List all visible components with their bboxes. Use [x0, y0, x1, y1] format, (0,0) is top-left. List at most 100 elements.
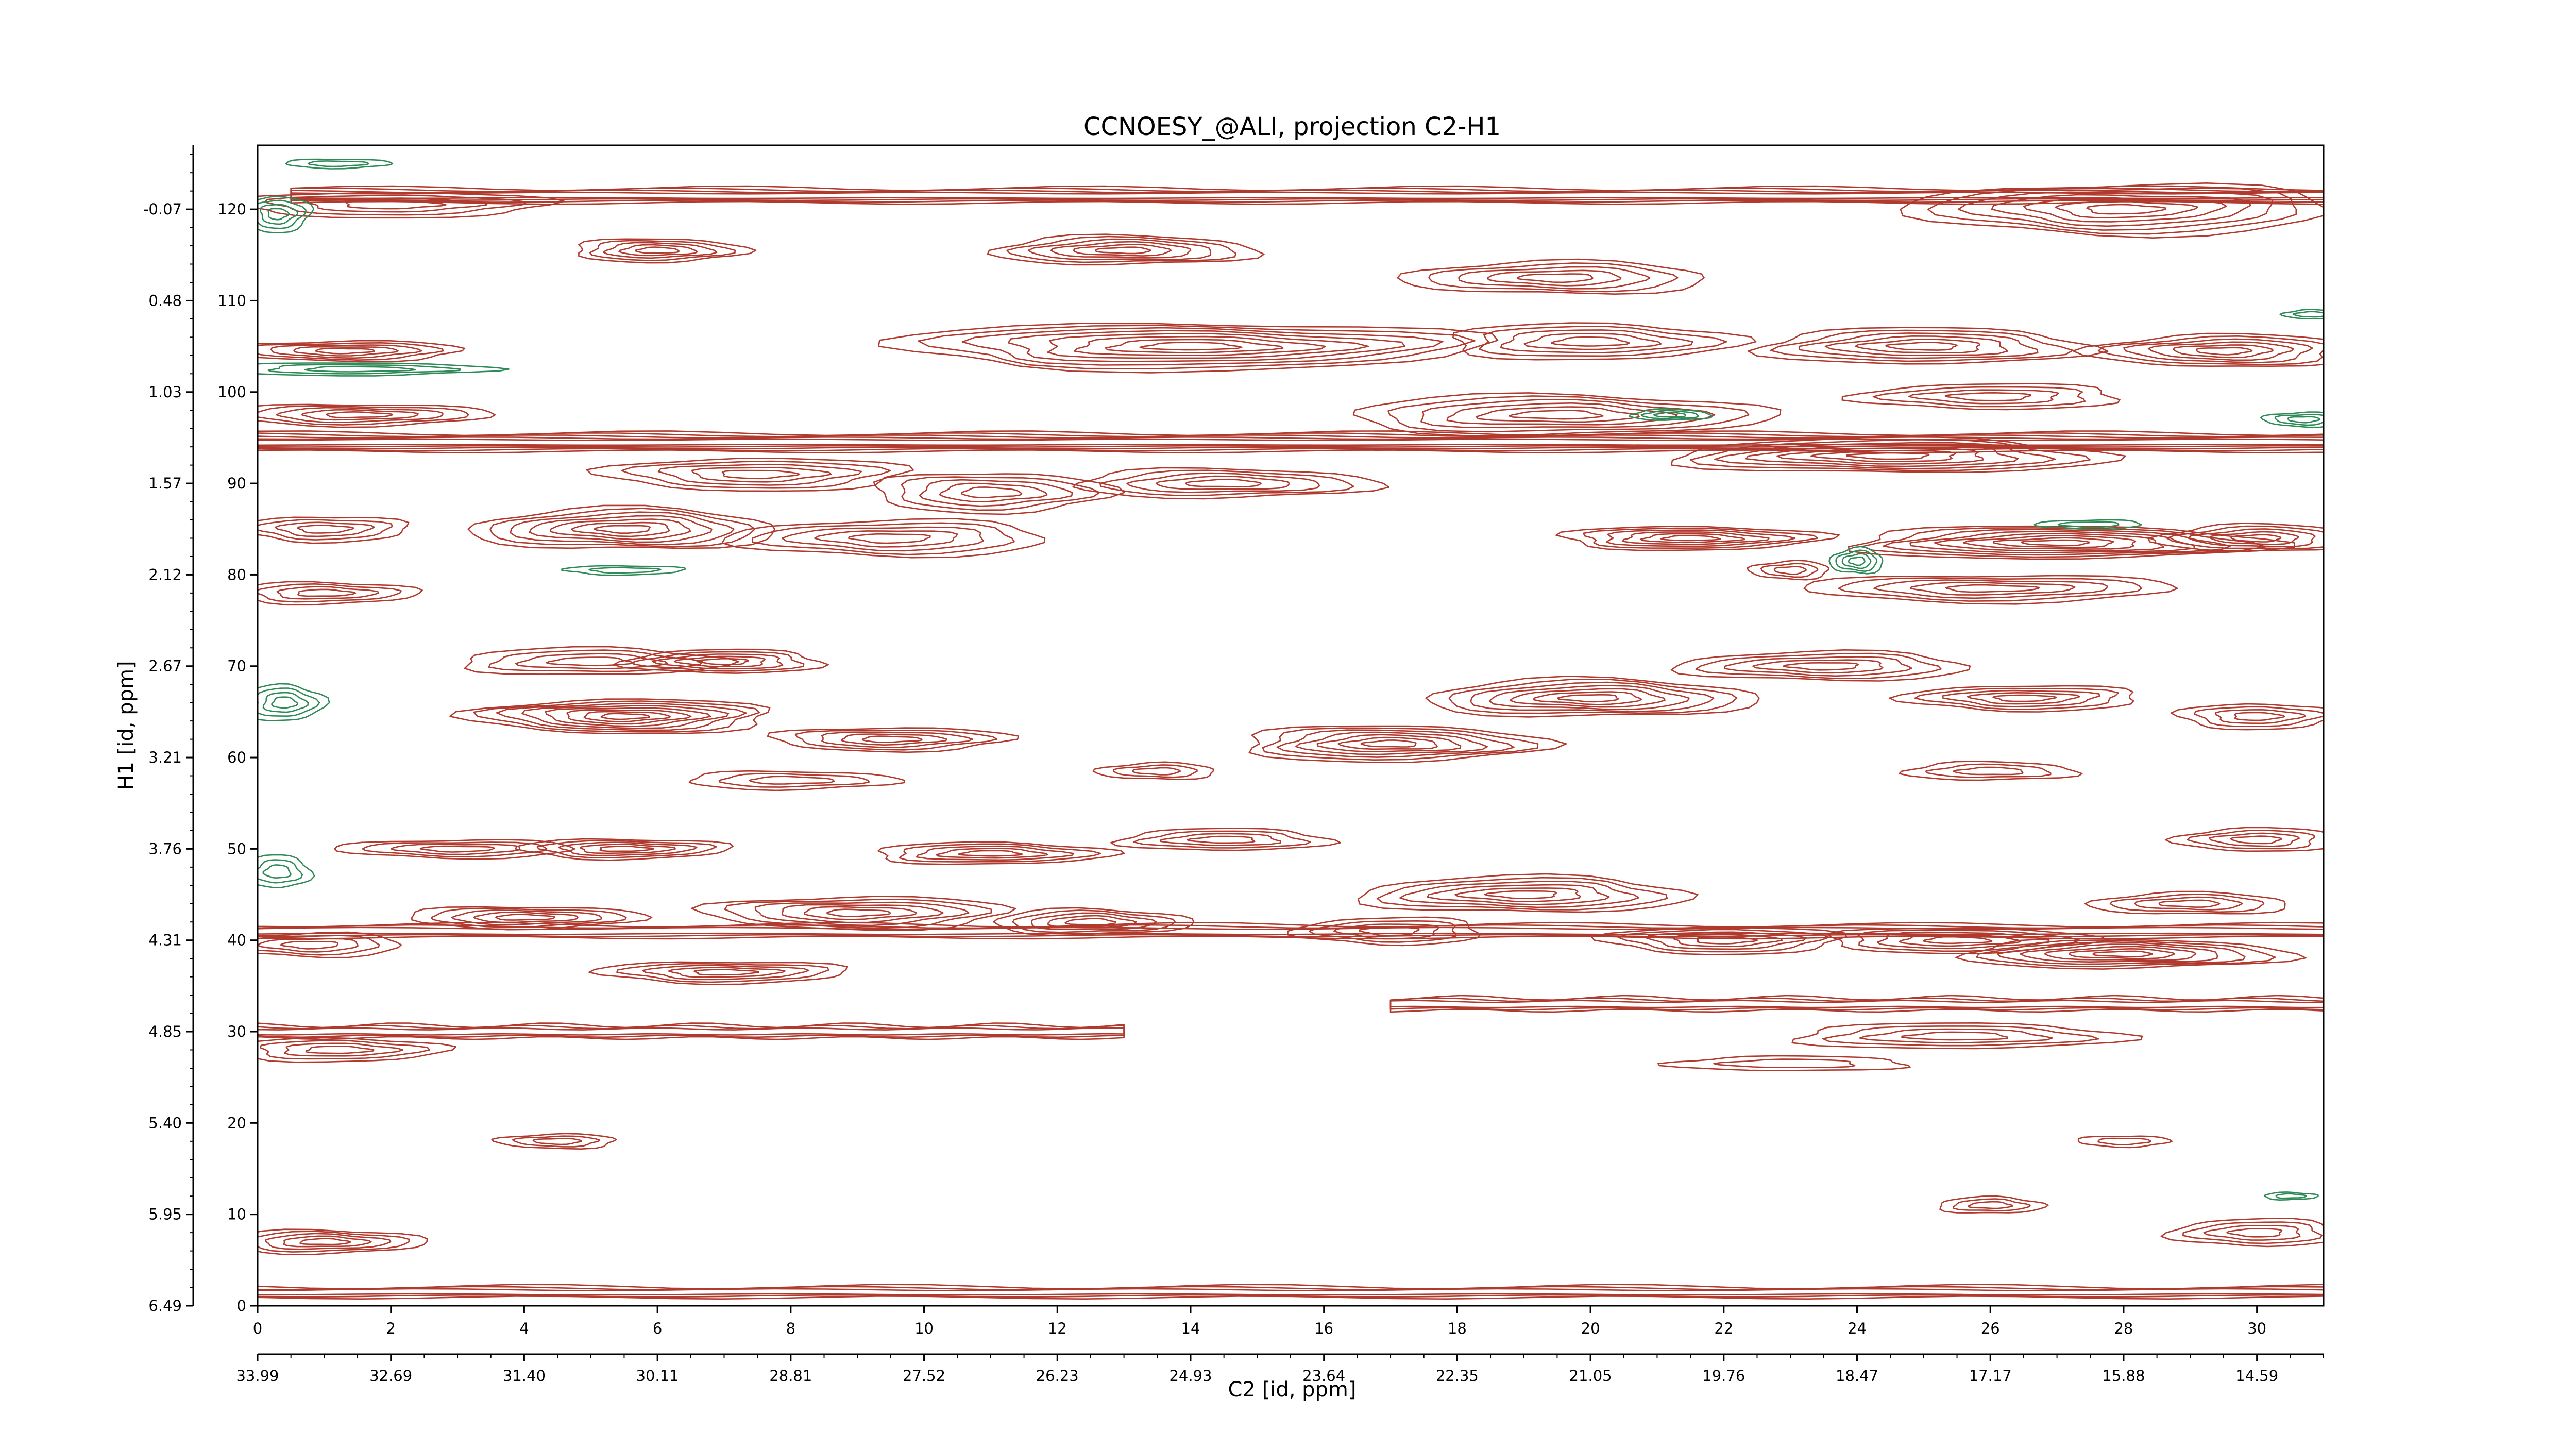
negative-peak-ring: [2279, 309, 2324, 319]
positive-peak-19: [258, 516, 410, 544]
positive-peak-ring: [1899, 761, 2083, 781]
positive-peak-17: [467, 504, 776, 549]
positive-peak-ring: [1476, 406, 1640, 423]
positive-peak-ring: [821, 731, 973, 748]
positive-peak-ring: [1359, 926, 1420, 936]
positive-peak-ring: [419, 845, 495, 853]
positive-peak-ring: [1533, 691, 1642, 705]
negative-peak-ring: [1848, 556, 1866, 566]
positive-peak-ring: [2097, 1137, 2152, 1145]
x-ppm-tick-label: 23.64: [1302, 1367, 1345, 1385]
positive-peak-ring: [315, 347, 376, 355]
positive-peak-ring: [1551, 336, 1630, 347]
positive-peak-ring: [2203, 1225, 2301, 1241]
negative-peak-ring: [258, 683, 330, 721]
positive-peak-58: [2077, 1135, 2173, 1149]
positive-peak-ring: [1133, 830, 1311, 849]
positive-peak-ring: [1617, 929, 1830, 953]
positive-peak-20: [1555, 526, 1840, 551]
positive-peak-ring: [276, 586, 380, 600]
positive-peak-6: [1452, 322, 1757, 361]
positive-peak-ring: [306, 197, 488, 213]
positive-peak-ring: [2209, 832, 2300, 847]
positive-peak-45: [993, 907, 1195, 936]
positive-ridge-5: [1389, 995, 2324, 1013]
positive-peak-ring: [1803, 575, 2178, 605]
positive-peak-48: [1590, 926, 1848, 955]
positive-peak-ring: [718, 772, 870, 788]
positive-peak-ring: [512, 1135, 600, 1148]
positive-peak-ring: [1605, 529, 1796, 547]
positive-peak-ring: [283, 1042, 404, 1057]
positive-peak-ring: [1516, 273, 1594, 283]
positive-peak-ring: [1478, 326, 1727, 357]
positive-peak-ring: [1855, 338, 1980, 354]
positive-peak-ring: [594, 525, 651, 534]
positive-peak-ring: [258, 516, 410, 544]
y-index-tick-label: 20: [227, 1114, 246, 1132]
positive-ridge-ring: [258, 432, 2324, 452]
positive-peak-ring: [657, 463, 862, 486]
positive-peak-ring: [1509, 688, 1666, 708]
y-ppm-tick-label: 5.95: [148, 1206, 182, 1223]
positive-peak-ring: [1927, 187, 2297, 235]
positive-peak-ring: [1454, 887, 1581, 902]
positive-peak-ring: [1923, 936, 1993, 945]
positive-peak-28: [449, 698, 771, 734]
positive-ridge-ring: [290, 192, 2324, 199]
x-index-tick-label: 16: [1314, 1320, 1333, 1337]
positive-peak-34: [2170, 703, 2324, 731]
positive-peak-ring: [749, 776, 835, 785]
y-index-tick-label: 100: [218, 383, 246, 401]
positive-peak-ring: [958, 850, 1023, 857]
positive-peak-ring: [688, 770, 906, 791]
positive-peak-ring: [345, 200, 447, 210]
negative-peak-ring: [267, 208, 290, 221]
negative-peak-8: [2279, 309, 2324, 319]
positive-peak-ring: [536, 840, 717, 858]
positive-peak-ring: [1397, 258, 1705, 295]
positive-peak-ring: [1072, 467, 1390, 500]
positive-peak-ring: [1900, 182, 2324, 239]
positive-peak-ring: [877, 841, 1125, 865]
positive-peak-51: [2084, 890, 2286, 915]
positive-peak-ring: [1696, 936, 1758, 945]
y-ppm-tick-label: 3.76: [148, 840, 182, 857]
positive-peak-ring: [2021, 539, 2090, 546]
positive-peak-ring: [1748, 327, 2109, 365]
positive-peak-ring: [1470, 681, 1715, 713]
positive-peak-ring: [1914, 687, 2119, 710]
positive-peak-ring: [1885, 341, 1958, 351]
y-ppm-tick-label: 6.49: [148, 1297, 182, 1315]
x-ppm-tick-label: 14.59: [2235, 1367, 2278, 1385]
positive-peak-ring: [721, 469, 801, 480]
positive-peak-ring: [1110, 828, 1342, 851]
positive-peak-ring: [1846, 452, 1930, 460]
positive-peak-ring: [961, 486, 1023, 498]
positive-peak-ring: [2182, 1221, 2323, 1244]
positive-peak-ring: [258, 342, 444, 361]
positive-peak-ring: [258, 1231, 410, 1253]
positive-peak-ring: [1006, 235, 1237, 263]
positive-peak-ring: [1776, 447, 1984, 465]
chart-title: CCNOESY_@ALI, projection C2-H1: [1083, 112, 1501, 141]
positive-peak-ring: [1957, 191, 2274, 231]
positive-peak-ring: [489, 508, 756, 548]
y-axis-title: H1 [id, ppm]: [114, 661, 138, 790]
x-ppm-tick-label: 27.52: [903, 1367, 945, 1385]
negative-peak-7: [258, 854, 315, 888]
positive-peak-ring: [2092, 950, 2154, 957]
positive-peak-ring: [1848, 525, 2295, 560]
positive-peak-50: [1955, 938, 2307, 970]
positive-peak-ring: [961, 327, 1444, 366]
positive-peak-ring: [1095, 246, 1151, 255]
positive-peak-ring: [916, 845, 1075, 861]
positive-peak-ring: [1713, 1058, 1856, 1068]
positive-peak-ring: [1187, 835, 1256, 844]
positive-peak-ring: [1073, 243, 1172, 257]
x-ppm-tick-label: 17.17: [1969, 1367, 2012, 1385]
positive-peak-ring: [1352, 392, 1782, 437]
positive-peak-ring: [939, 482, 1048, 503]
